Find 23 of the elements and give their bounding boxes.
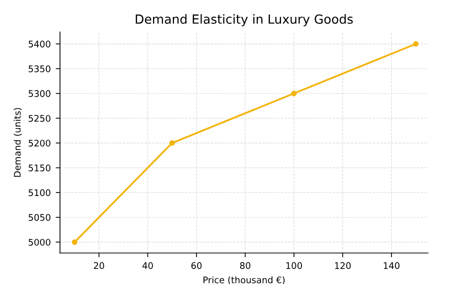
point bbox=[72, 239, 78, 245]
x-tick-label: 60 bbox=[191, 262, 202, 270]
chart-title: Demand Elasticity in Luxury Goods bbox=[136, 14, 353, 26]
x-tick-label: 140 bbox=[384, 262, 400, 270]
x-tick-label: 80 bbox=[240, 262, 250, 270]
y-tick-label: 5400 bbox=[28, 40, 50, 48]
y-axis-title: Demand (units) bbox=[14, 108, 22, 177]
x-axis-title: Price (thousand €) bbox=[204, 276, 285, 284]
y-tick-label: 5100 bbox=[28, 189, 50, 196]
x-tick-label: 100 bbox=[286, 262, 302, 270]
point bbox=[413, 41, 419, 47]
y-tick-label: 5000 bbox=[28, 238, 50, 246]
x-tick-label: 20 bbox=[94, 262, 104, 270]
y-tick-label: 5150 bbox=[28, 164, 50, 172]
y-tick-label: 5300 bbox=[28, 90, 50, 97]
y-tick-label: 5200 bbox=[28, 140, 50, 147]
y-tick-label: 5250 bbox=[28, 114, 50, 122]
y-tick-label: 5350 bbox=[28, 65, 50, 72]
point bbox=[291, 90, 297, 96]
x-tick-label: 40 bbox=[142, 262, 153, 270]
point bbox=[169, 140, 175, 146]
x-tick-label: 120 bbox=[335, 262, 351, 270]
y-tick-label: 5050 bbox=[28, 214, 50, 221]
